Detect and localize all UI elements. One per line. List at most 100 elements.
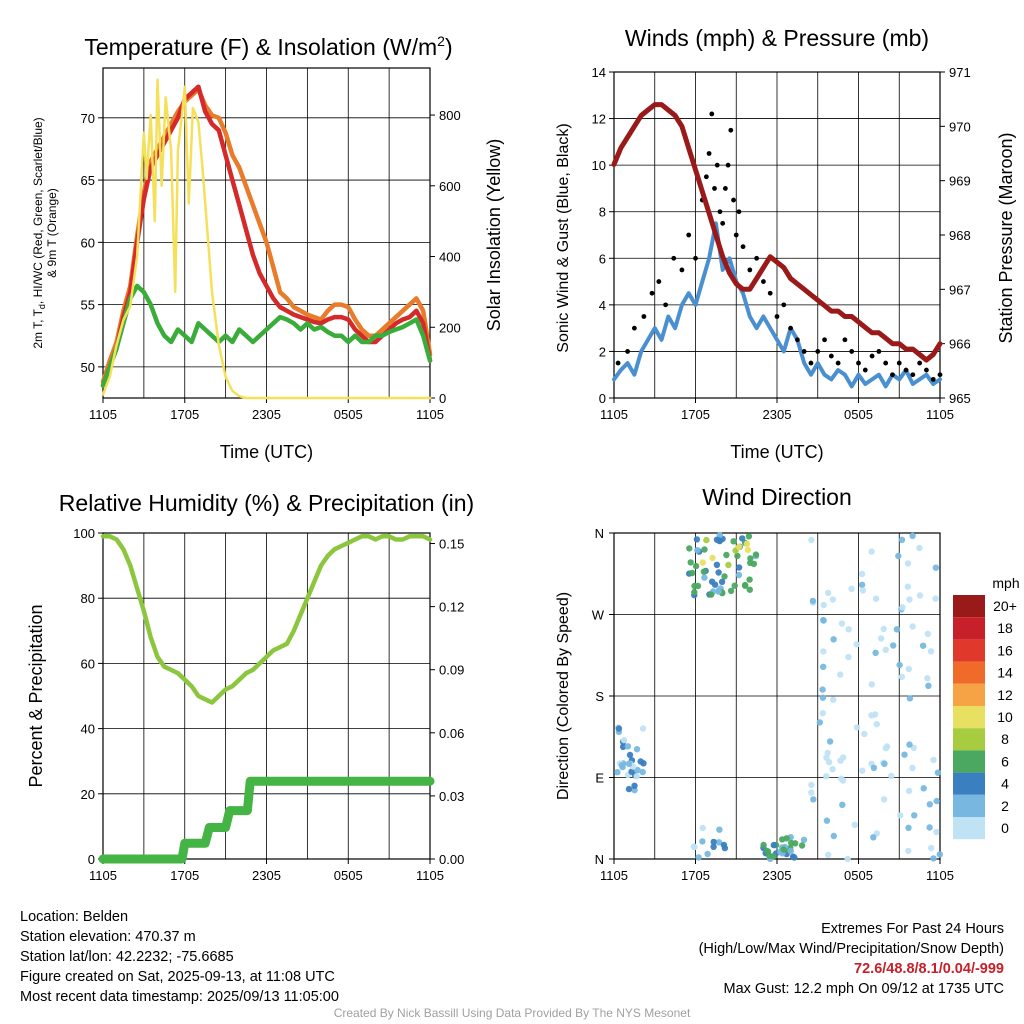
y-tick-label: 2 bbox=[599, 344, 606, 359]
gust-point bbox=[801, 349, 807, 354]
direction-point bbox=[880, 796, 888, 803]
direction-point bbox=[689, 569, 696, 577]
gust-point bbox=[761, 279, 766, 284]
gust-point bbox=[856, 360, 861, 366]
x-tick-label: 1105 bbox=[416, 407, 444, 422]
direction-point bbox=[718, 578, 726, 585]
y-axis-label-humidity: Percent & Precipitation bbox=[26, 604, 46, 787]
y-tick-label-right: 0.15 bbox=[439, 537, 464, 552]
gust-point bbox=[842, 337, 848, 343]
direction-point bbox=[691, 582, 698, 590]
direction-point bbox=[633, 773, 640, 780]
direction-point bbox=[710, 838, 717, 846]
credit-text: Created By Nick Bassill Using Data Provi… bbox=[333, 1006, 691, 1020]
direction-point bbox=[895, 552, 902, 560]
gust-point bbox=[706, 151, 712, 156]
y-tick-label-right: 400 bbox=[439, 250, 461, 265]
direction-point bbox=[881, 760, 888, 767]
gust-point bbox=[615, 360, 621, 366]
legend-label: 18 bbox=[997, 620, 1013, 636]
direction-tick-label: W bbox=[592, 608, 605, 623]
y-label-line: & 9m T (Orange) bbox=[45, 188, 59, 278]
direction-point bbox=[927, 648, 935, 655]
gust-point bbox=[896, 360, 902, 366]
chart-title-humidity: Relative Humidity (%) & Precipitation (i… bbox=[59, 490, 474, 516]
gust-point bbox=[828, 353, 834, 359]
direction-point bbox=[715, 839, 723, 846]
direction-point bbox=[870, 834, 877, 841]
chart-title-winds: Winds (mph) & Pressure (mb) bbox=[625, 25, 929, 51]
gust-point bbox=[625, 349, 630, 354]
direction-point bbox=[634, 766, 641, 774]
y-tick-label: 8 bbox=[599, 205, 606, 220]
direction-point bbox=[845, 653, 852, 661]
gust-point bbox=[924, 367, 929, 373]
gust-point bbox=[709, 111, 715, 117]
gust-point bbox=[736, 209, 742, 215]
direction-point bbox=[808, 536, 815, 544]
y-tick-label-right: 0.06 bbox=[439, 726, 464, 741]
direction-point bbox=[870, 764, 878, 771]
x-tick-label: 1105 bbox=[926, 407, 954, 422]
x-tick-label: 1105 bbox=[89, 868, 117, 883]
direction-point bbox=[810, 796, 817, 803]
direction-point bbox=[916, 592, 924, 599]
gust-point bbox=[794, 337, 800, 343]
direction-point bbox=[825, 851, 832, 858]
direction-point bbox=[845, 626, 852, 633]
direction-point bbox=[919, 642, 927, 649]
direction-point bbox=[882, 646, 889, 653]
direction-point bbox=[764, 848, 772, 855]
direction-point bbox=[932, 595, 939, 602]
gust-point bbox=[693, 255, 698, 261]
x-tick-label: 1105 bbox=[926, 868, 954, 883]
y-tick-label: 20 bbox=[81, 787, 95, 802]
gust-point bbox=[720, 220, 726, 226]
direction-point bbox=[637, 758, 644, 765]
y-tick-label: 14 bbox=[592, 65, 606, 80]
direction-tick-label: S bbox=[595, 689, 604, 704]
x-tick-label: 1105 bbox=[89, 407, 117, 422]
y-tick-label-right: 968 bbox=[949, 228, 971, 243]
gust-point bbox=[937, 372, 943, 378]
y-tick-label: 55 bbox=[81, 298, 95, 313]
legend-swatch bbox=[953, 617, 985, 640]
direction-point bbox=[708, 591, 715, 598]
direction-point bbox=[838, 775, 845, 782]
y-axis-label-right-temperature: Solar Insolation (Yellow) bbox=[484, 139, 504, 331]
gust-point bbox=[722, 186, 728, 191]
legend-swatch bbox=[953, 595, 985, 618]
gust-point bbox=[774, 314, 780, 319]
gust-point bbox=[869, 353, 875, 359]
x-axis-label: Time (UTC) bbox=[730, 442, 823, 462]
gust-point bbox=[849, 349, 855, 354]
direction-point bbox=[628, 768, 635, 775]
y-tick-label-right: 200 bbox=[439, 320, 461, 335]
gust-point bbox=[862, 367, 868, 373]
legend-swatch bbox=[953, 772, 985, 795]
legend-label: 20+ bbox=[993, 598, 1017, 614]
direction-point bbox=[625, 760, 633, 767]
legend-swatch bbox=[953, 683, 985, 706]
direction-point bbox=[930, 756, 937, 764]
temp-series-1 bbox=[100, 84, 433, 388]
gust-point bbox=[835, 360, 841, 366]
direction-point bbox=[699, 559, 706, 566]
gust-point bbox=[890, 372, 895, 378]
direction-point bbox=[734, 552, 741, 560]
direction-point bbox=[614, 769, 621, 776]
direction-point bbox=[829, 596, 837, 603]
pressure-series bbox=[611, 102, 943, 363]
direction-point bbox=[893, 626, 901, 633]
direction-point bbox=[808, 781, 815, 789]
y-tick-label: 40 bbox=[81, 722, 95, 737]
direction-point bbox=[872, 595, 880, 602]
gust-point bbox=[714, 162, 720, 168]
direction-point bbox=[837, 671, 844, 678]
x-tick-label: 0505 bbox=[844, 868, 873, 883]
y-tick-label-right: 966 bbox=[949, 337, 971, 352]
direction-point bbox=[695, 854, 702, 861]
title-superscript: 2 bbox=[437, 33, 445, 49]
gust-point bbox=[717, 209, 723, 215]
direction-point bbox=[901, 751, 908, 758]
